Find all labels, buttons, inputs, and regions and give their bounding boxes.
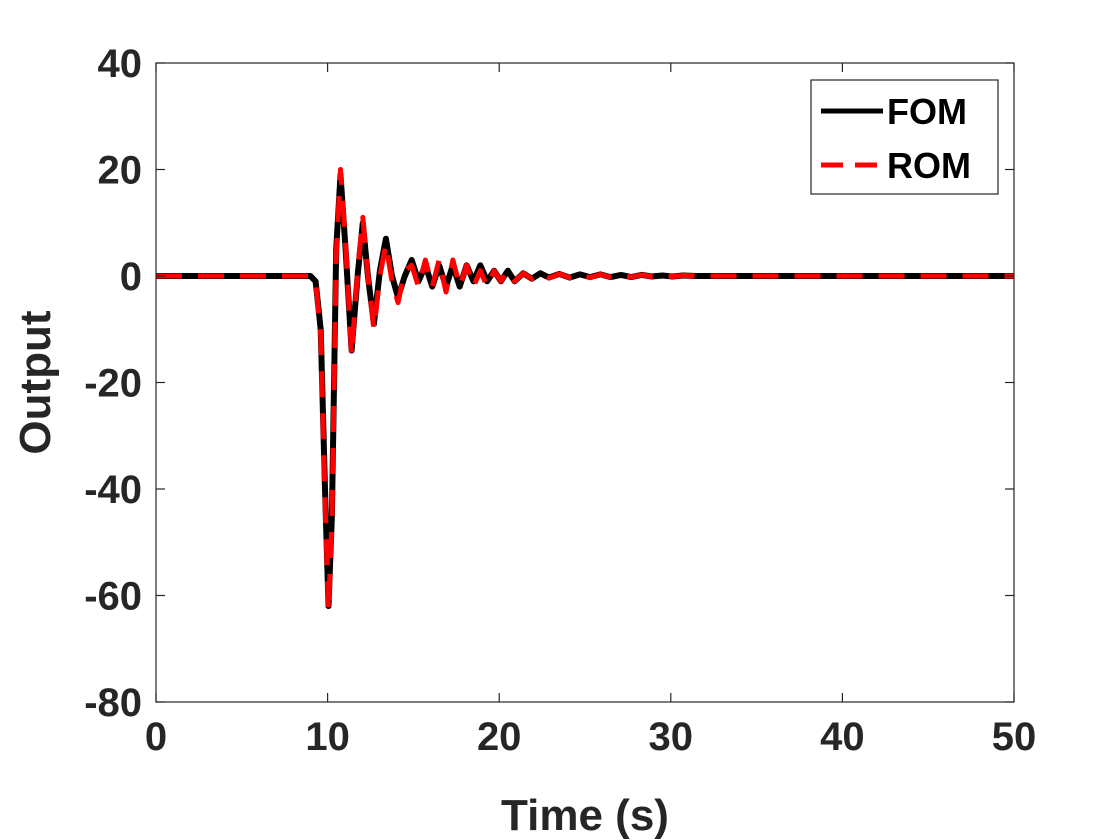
y-tick-label: 0 <box>120 255 142 299</box>
x-tick-label: 50 <box>992 715 1037 759</box>
legend: FOM ROM <box>810 79 999 195</box>
x-tick-label: 0 <box>145 715 167 759</box>
legend-box <box>810 79 999 195</box>
series-layer <box>156 167 1014 614</box>
y-tick-label: 20 <box>98 149 143 193</box>
legend-label-fom: FOM <box>887 91 967 132</box>
y-tick-label: 40 <box>98 42 143 86</box>
plot-frame <box>155 62 1015 703</box>
legend-label-rom: ROM <box>887 145 971 186</box>
x-tick-label: 30 <box>649 715 694 759</box>
x-axis-title: Time (s) <box>501 791 669 840</box>
x-tick-label: 20 <box>477 715 522 759</box>
y-tick-label: -40 <box>84 468 142 512</box>
x-tick-label: 10 <box>305 715 350 759</box>
y-tick-label: -60 <box>84 575 142 619</box>
y-axis-title: Output <box>11 310 60 455</box>
y-tick-label: -20 <box>84 362 142 406</box>
x-tick-label: 40 <box>820 715 865 759</box>
labels-layer: 0 10 20 30 40 50 -80 -60 -40 -20 0 20 40 <box>84 42 1036 759</box>
y-tick-label: -80 <box>84 681 142 725</box>
series-line-rom <box>156 167 1014 614</box>
